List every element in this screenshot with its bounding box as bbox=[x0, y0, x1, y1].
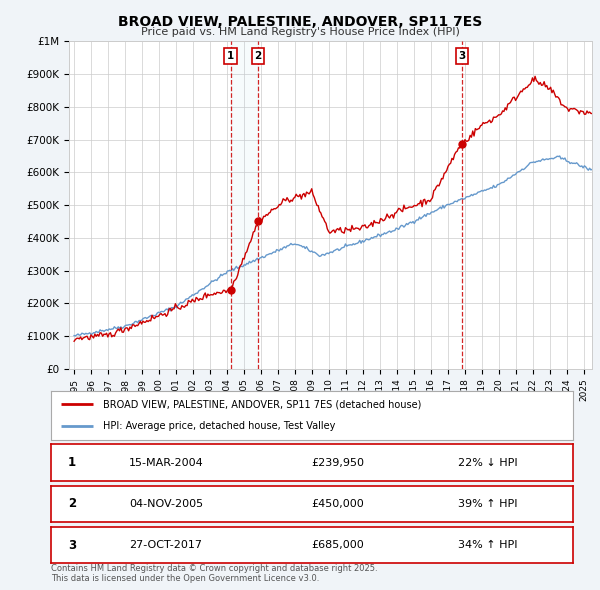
Text: 39% ↑ HPI: 39% ↑ HPI bbox=[458, 499, 518, 509]
Text: 22% ↓ HPI: 22% ↓ HPI bbox=[458, 458, 518, 467]
Text: BROAD VIEW, PALESTINE, ANDOVER, SP11 7ES: BROAD VIEW, PALESTINE, ANDOVER, SP11 7ES bbox=[118, 15, 482, 29]
Text: £685,000: £685,000 bbox=[312, 540, 364, 550]
Text: 2: 2 bbox=[68, 497, 76, 510]
Text: £239,950: £239,950 bbox=[311, 458, 365, 467]
Text: 1: 1 bbox=[68, 456, 76, 469]
Text: 04-NOV-2005: 04-NOV-2005 bbox=[129, 499, 203, 509]
Text: 1: 1 bbox=[227, 51, 234, 61]
Text: 2: 2 bbox=[254, 51, 262, 61]
Text: 27-OCT-2017: 27-OCT-2017 bbox=[130, 540, 202, 550]
Text: 3: 3 bbox=[458, 51, 466, 61]
Text: HPI: Average price, detached house, Test Valley: HPI: Average price, detached house, Test… bbox=[103, 421, 335, 431]
Bar bbox=[230, 41, 258, 369]
Text: £450,000: £450,000 bbox=[312, 499, 364, 509]
Text: Price paid vs. HM Land Registry's House Price Index (HPI): Price paid vs. HM Land Registry's House … bbox=[140, 27, 460, 37]
Text: 3: 3 bbox=[68, 539, 76, 552]
Text: 34% ↑ HPI: 34% ↑ HPI bbox=[458, 540, 518, 550]
Text: 15-MAR-2004: 15-MAR-2004 bbox=[128, 458, 203, 467]
Text: BROAD VIEW, PALESTINE, ANDOVER, SP11 7ES (detached house): BROAD VIEW, PALESTINE, ANDOVER, SP11 7ES… bbox=[103, 399, 422, 409]
Text: Contains HM Land Registry data © Crown copyright and database right 2025.
This d: Contains HM Land Registry data © Crown c… bbox=[51, 563, 377, 583]
